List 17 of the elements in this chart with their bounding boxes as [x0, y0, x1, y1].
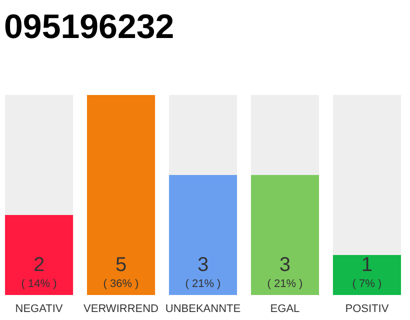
annotation: ( 36% ) — [103, 278, 139, 290]
annotation: ( 14% ) — [21, 278, 57, 290]
annotation: ( 7% ) — [352, 278, 382, 290]
data-label: 3 — [279, 254, 291, 276]
annotation: ( 21% ) — [185, 278, 221, 290]
x-tick-label: NEGATIV — [15, 303, 64, 315]
x-tick-label: UNBEKANNTE — [165, 303, 241, 315]
data-label: 1 — [361, 254, 373, 276]
x-tick-label: POSITIV — [345, 303, 390, 315]
annotation: ( 21% ) — [267, 278, 303, 290]
data-label: 5 — [115, 254, 127, 276]
chart-title: 095196232 — [4, 8, 174, 46]
bar — [332, 255, 401, 295]
data-label: 3 — [197, 254, 209, 276]
x-tick-label: VERWIRREND — [84, 303, 159, 315]
x-tick-label: EGAL — [270, 303, 300, 315]
data-label: 2 — [33, 254, 45, 276]
